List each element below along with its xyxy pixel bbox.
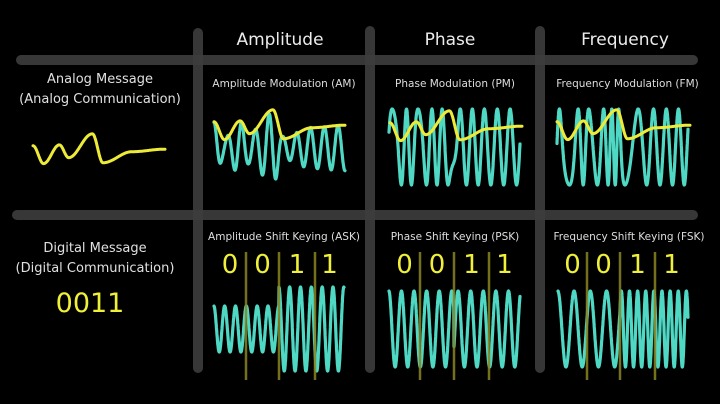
row-title-analog: Analog Message [46,72,154,87]
cell-title-ask: Amplitude Shift Keying (ASK) [208,231,360,243]
psk-bit-label: 0 [396,250,413,280]
pm-carrier-waveform [387,107,522,187]
digital-message-bits: 0011 [55,288,125,319]
grid-vertical-2 [365,26,375,373]
grid-vertical-1 [193,28,203,373]
fsk-carrier-waveform [556,289,690,369]
psk-bit-label: 1 [496,250,513,280]
ask-bit-label: 1 [321,250,338,280]
row-subtitle-analog: (Analog Communication) [19,92,181,107]
ask-bit-label: 0 [254,250,271,280]
fm-carrier-waveform [555,107,690,187]
column-header-frequency: Frequency [581,30,669,50]
psk-bit-label: 1 [463,250,480,280]
pm-message-overlay [388,109,524,143]
grid-horizontal-top [16,55,698,65]
cell-title-psk: Phase Shift Keying (PSK) [390,231,520,243]
analog-message-curve [31,132,167,166]
row-header-digital: Digital Message (Digital Communication) [0,239,190,279]
grid-vertical-3 [535,26,545,373]
cell-title-am: Amplitude Modulation (AM) [212,78,356,90]
am-message-overlay [212,108,347,142]
psk-bit-label: 0 [428,250,446,280]
ask-bit-label: 1 [288,250,306,280]
am-carrier-waveform [212,112,347,181]
fsk-bit-label: 0 [564,250,581,280]
fsk-bit-label: 1 [663,250,680,280]
cell-title-pm: Phase Modulation (PM) [395,78,515,90]
cell-title-fm: Frequency Modulation (FM) [556,78,699,90]
column-header-phase: Phase [424,30,476,50]
fsk-bit-label: 1 [629,250,646,280]
cell-title-fsk: Frequency Shift Keying (FSK) [553,231,705,243]
ask-bit-label: 0 [221,250,239,280]
fsk-bit-label: 0 [595,250,612,280]
row-title-digital: Digital Message [43,241,147,256]
row-subtitle-digital: (Digital Communication) [15,261,175,276]
grid-horizontal-middle [12,210,698,220]
column-header-amplitude: Amplitude [236,30,324,50]
row-header-analog: Analog Message (Analog Communication) [5,70,195,110]
fm-message-overlay [555,108,692,142]
